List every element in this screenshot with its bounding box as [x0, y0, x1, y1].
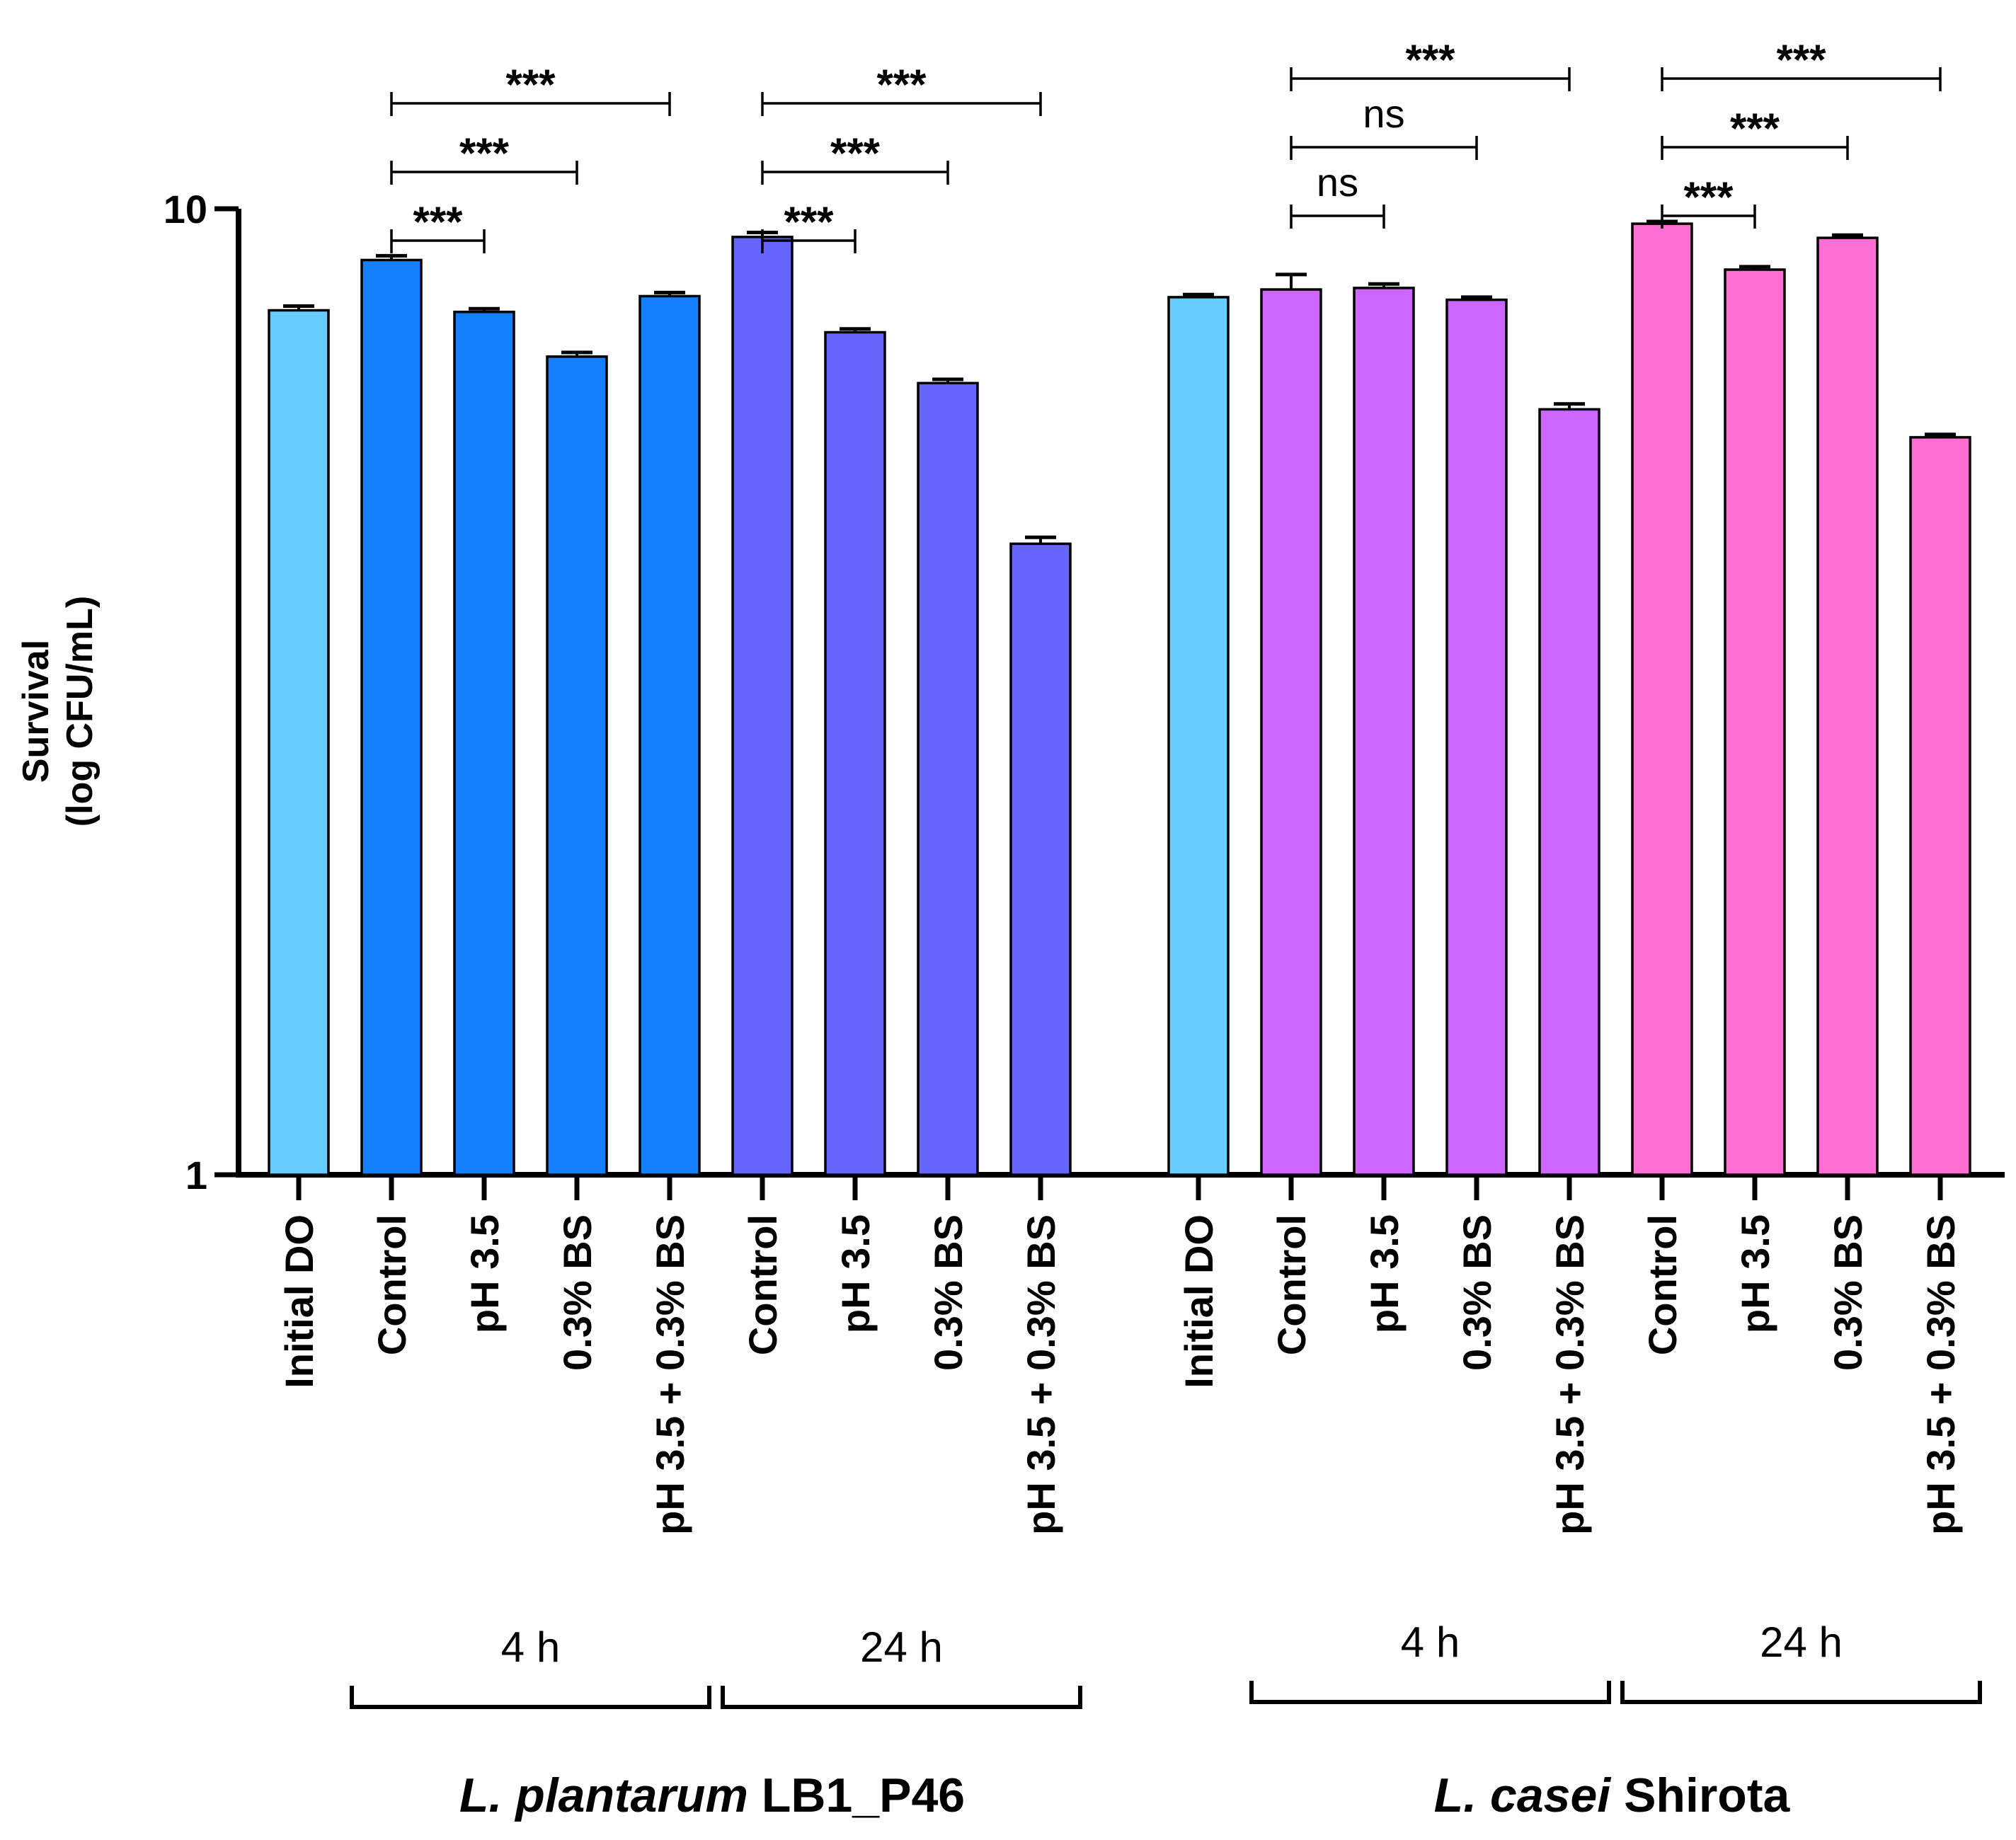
- bar: [268, 309, 330, 1176]
- bar: [1909, 436, 1971, 1176]
- bar: [360, 258, 423, 1176]
- significance-label: ***: [459, 130, 510, 177]
- y-axis-label-line: (log CFU/mL): [59, 596, 101, 827]
- significance-label: ns: [1317, 160, 1358, 205]
- x-tick-label: Control: [740, 1214, 785, 1355]
- y-tick-label: 10: [164, 187, 207, 231]
- organism-species: L. plantarum: [459, 1769, 762, 1822]
- bar: [453, 311, 515, 1176]
- significance-label: ***: [413, 198, 463, 246]
- bar: [1009, 542, 1072, 1176]
- bar: [1353, 287, 1415, 1176]
- x-tick-label: Control: [1269, 1214, 1314, 1355]
- time-group-label: 4 h: [1401, 1618, 1460, 1666]
- x-tick-label: Initial DO: [277, 1214, 321, 1388]
- x-tick-label: pH 3.5 + 0.3% BS: [648, 1214, 692, 1535]
- y-axis-label: Survival(log CFU/mL): [16, 596, 101, 827]
- bar: [1538, 408, 1600, 1176]
- y-tick-label: 1: [185, 1153, 207, 1197]
- significance-label: ***: [784, 198, 834, 246]
- x-tick-label: 0.3% BS: [1826, 1214, 1870, 1371]
- time-group-label: 4 h: [501, 1623, 560, 1671]
- x-tick-label: pH 3.5 + 0.3% BS: [1547, 1214, 1592, 1535]
- significance-label: ***: [1730, 105, 1780, 152]
- bar: [638, 294, 701, 1176]
- organism-label: L. casei Shirota: [1434, 1769, 1791, 1822]
- significance-label: ***: [1405, 36, 1455, 84]
- bar: [1445, 298, 1508, 1176]
- significance-label: ***: [1683, 173, 1734, 221]
- bar: [824, 330, 886, 1176]
- bar: [731, 236, 794, 1176]
- x-tick-label: pH 3.5 + 0.3% BS: [1019, 1214, 1063, 1535]
- organism-strain: LB1_P46: [762, 1769, 965, 1822]
- bar: [1724, 268, 1786, 1176]
- bar: [1167, 296, 1230, 1176]
- organism-label: L. plantarum LB1_P46: [459, 1769, 965, 1822]
- significance-label: ***: [505, 61, 556, 108]
- organism-strain: Shirota: [1624, 1769, 1790, 1822]
- significance-label: ***: [1776, 36, 1826, 84]
- significance-label: ***: [830, 130, 881, 177]
- x-tick-label: Control: [1640, 1214, 1685, 1355]
- bar: [1816, 236, 1879, 1176]
- bar: [917, 381, 979, 1176]
- x-tick-label: 0.3% BS: [1455, 1214, 1499, 1371]
- significance-label: ns: [1363, 91, 1404, 136]
- x-tick-label: pH 3.5 + 0.3% BS: [1918, 1214, 1963, 1535]
- x-tick-label: 0.3% BS: [926, 1214, 970, 1371]
- x-tick-label: pH 3.5: [462, 1214, 507, 1333]
- y-axis-label-line: Survival: [16, 640, 57, 783]
- x-tick-label: pH 3.5: [833, 1214, 878, 1333]
- x-tick-label: 0.3% BS: [555, 1214, 600, 1371]
- bar: [546, 355, 608, 1176]
- bar: [1260, 288, 1322, 1176]
- x-tick-label: Initial DO: [1176, 1214, 1221, 1388]
- organism-species: L. casei: [1434, 1769, 1624, 1822]
- significance-label: ***: [876, 61, 927, 108]
- x-tick-label: Control: [370, 1214, 414, 1355]
- bar: [1631, 222, 1693, 1176]
- x-tick-label: pH 3.5: [1362, 1214, 1407, 1333]
- x-tick-label: pH 3.5: [1733, 1214, 1777, 1333]
- time-group-label: 24 h: [1760, 1618, 1843, 1666]
- time-group-label: 24 h: [860, 1623, 943, 1671]
